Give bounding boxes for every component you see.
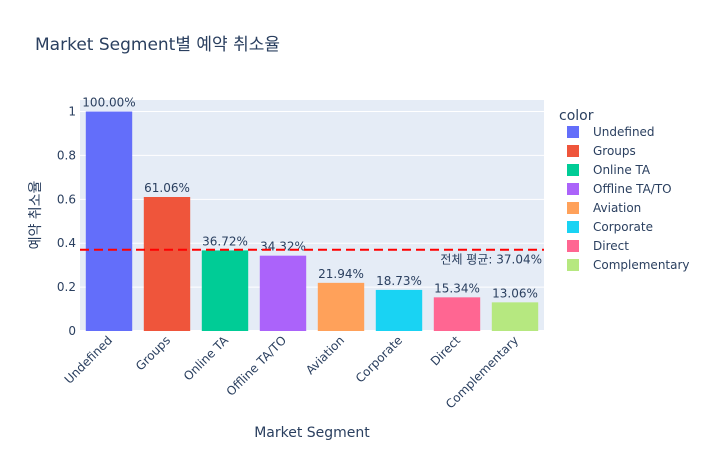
- legend-label: Aviation: [593, 201, 641, 215]
- y-tick-label: 0.2: [57, 280, 76, 294]
- legend-swatch: [567, 183, 579, 195]
- legend-label: Groups: [593, 144, 636, 158]
- y-tick-label: 0.4: [57, 236, 76, 250]
- bar-value-label: 21.94%: [318, 267, 364, 281]
- bar: [491, 302, 539, 331]
- chart-title: Market Segment별 예약 취소율: [35, 35, 280, 55]
- legend-swatch: [567, 221, 579, 233]
- x-tick-label: Direct: [428, 333, 464, 369]
- legend-swatch: [567, 164, 579, 176]
- legend-swatch: [567, 259, 579, 271]
- y-tick-label: 0.8: [57, 148, 76, 162]
- y-tick-labels: 0 0.2 0.4 0.6 0.8 1: [57, 105, 76, 338]
- bar: [259, 255, 307, 331]
- legend-label: Direct: [593, 239, 629, 253]
- bar: [375, 289, 423, 331]
- x-tick-label: Aviation: [303, 333, 347, 377]
- x-tick-label: Corporate: [353, 333, 405, 385]
- legend-title: color: [559, 108, 594, 124]
- y-tick-label: 0: [68, 324, 76, 338]
- legend-swatch: [567, 145, 579, 157]
- legend: color Undefined Groups Online TA Offline TA…: [559, 108, 690, 272]
- y-tick-label: 1: [68, 105, 76, 119]
- legend-swatch: [567, 126, 579, 138]
- legend-label: Undefined: [593, 125, 655, 139]
- legend-label: Corporate: [593, 220, 653, 234]
- legend-swatch: [567, 202, 579, 214]
- y-axis-title: 예약 취소율: [28, 180, 44, 249]
- y-tick-label: 0.6: [57, 192, 76, 206]
- bar: [201, 250, 249, 331]
- x-tick-label: Offline TA/TO: [224, 333, 289, 398]
- bar-value-label: 18.73%: [376, 274, 422, 288]
- legend-items: Undefined Groups Online TA Offline TA/TO Avi…: [567, 125, 690, 272]
- bar-value-label: 34.32%: [260, 240, 306, 254]
- legend-label: Offline TA/TO: [593, 182, 672, 196]
- bar-value-label: 13.06%: [492, 286, 538, 300]
- bar: [317, 282, 365, 331]
- bar: [143, 196, 191, 331]
- bar-value-label: 36.72%: [202, 234, 248, 248]
- bar: [433, 297, 481, 331]
- x-tick-label: Undefined: [62, 333, 115, 386]
- bar-value-label: 15.34%: [434, 281, 480, 295]
- legend-label: Online TA: [593, 163, 651, 177]
- bar: [85, 111, 133, 331]
- x-axis-title: Market Segment: [254, 425, 370, 441]
- legend-swatch: [567, 240, 579, 252]
- bar-value-label: 100.00%: [82, 96, 135, 110]
- bar-value-labels: 100.00% 61.06% 36.72% 34.32% 21.94% 18.73% 15.…: [82, 96, 538, 301]
- average-line-label: 전체 평균: 37.04%: [440, 253, 542, 267]
- bar-value-label: 61.06%: [144, 181, 190, 195]
- x-tick-label: Groups: [133, 333, 173, 373]
- bars: [85, 111, 539, 331]
- x-tick-label: Online TA: [181, 333, 232, 384]
- legend-label: Complementary: [593, 258, 690, 272]
